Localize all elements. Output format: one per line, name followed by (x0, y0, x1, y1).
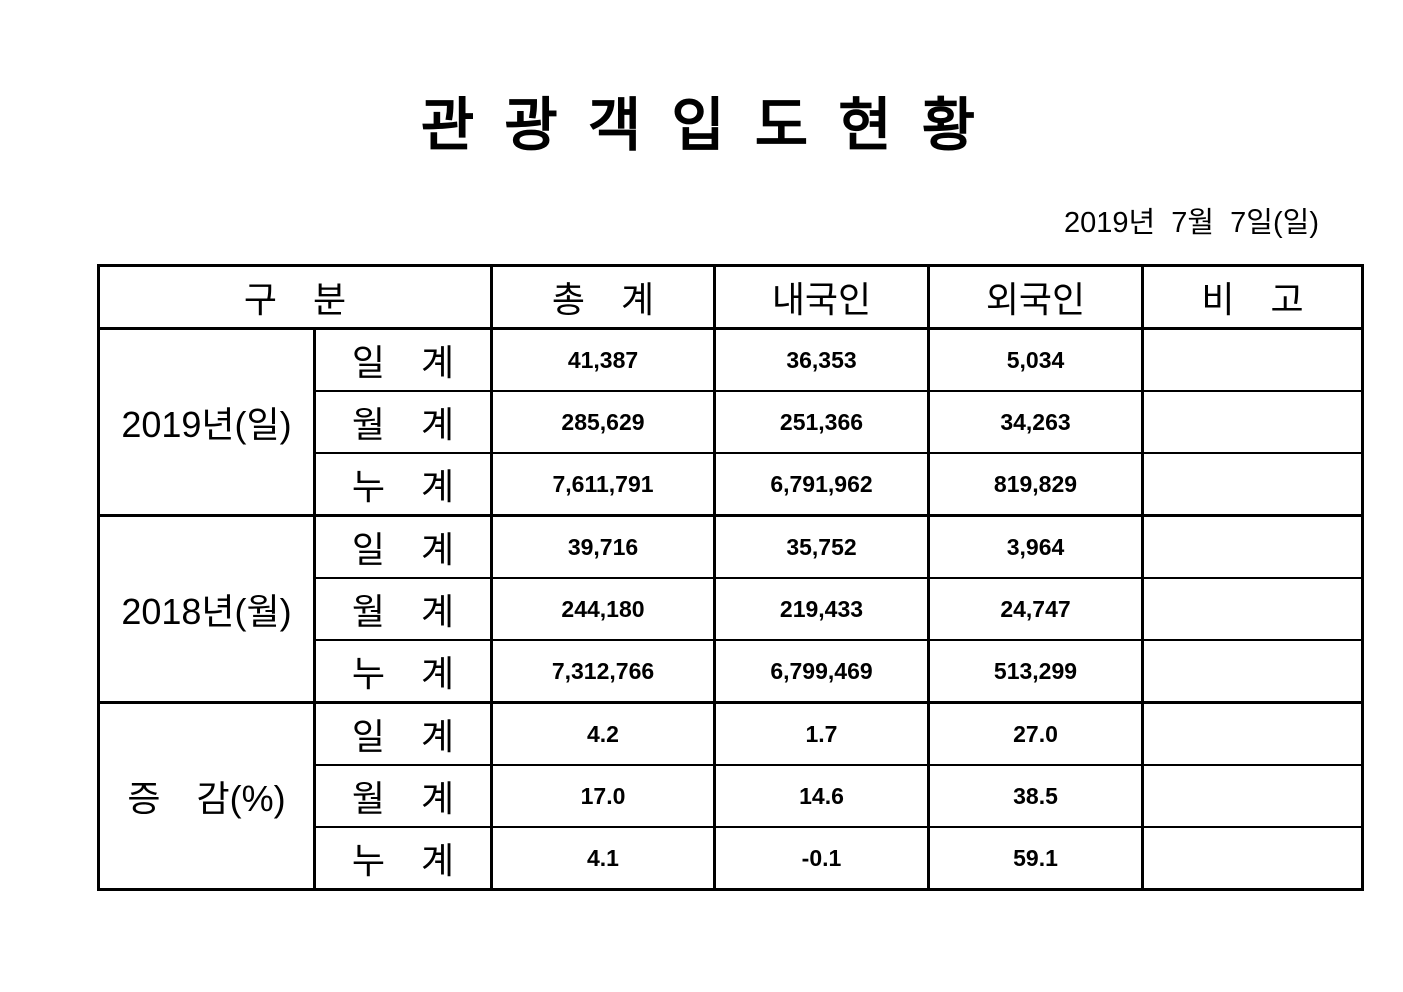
header-foreign: 외국인 (927, 264, 1144, 330)
cell-total: 7,312,766 (490, 639, 716, 704)
cell-remarks (1141, 390, 1364, 454)
cell-total: 41,387 (490, 327, 716, 392)
group-label-2019: 2019년(일) (97, 327, 316, 517)
page-title: 관 광 객 입 도 현 황 (420, 93, 983, 158)
cell-domestic: 219,433 (713, 577, 930, 641)
header-domestic: 내국인 (713, 264, 930, 330)
cell-foreign: 59.1 (927, 826, 1144, 891)
cell-remarks (1141, 639, 1364, 704)
cell-domestic: 1.7 (713, 701, 930, 766)
table-row: 월 계 285,629 251,366 34,263 (99, 390, 1364, 454)
cell-foreign: 27.0 (927, 701, 1144, 766)
cell-remarks (1141, 327, 1364, 392)
header-category: 구 분 (97, 264, 493, 330)
cell-foreign: 24,747 (927, 577, 1144, 641)
cell-domestic: 35,752 (713, 514, 930, 579)
cell-total: 7,611,791 (490, 452, 716, 517)
group-label-2018: 2018년(월) (97, 514, 316, 704)
cell-total: 4.1 (490, 826, 716, 891)
table-row: 월 계 17.0 14.6 38.5 (99, 764, 1364, 828)
cell-foreign: 513,299 (927, 639, 1144, 704)
table-row: 누 계 7,312,766 6,799,469 513,299 (99, 639, 1364, 704)
table-row: 2019년(일) 일 계 41,387 36,353 5,034 (97, 327, 1364, 517)
cell-foreign: 38.5 (927, 764, 1144, 828)
cell-remarks (1141, 452, 1364, 517)
header-remarks: 비 고 (1141, 264, 1364, 330)
cell-foreign: 5,034 (927, 327, 1144, 392)
cell-domestic: -0.1 (713, 826, 930, 891)
report-date: 2019년 7월 7일(일) (1063, 207, 1319, 239)
row-label: 월 계 (313, 577, 493, 641)
cell-domestic: 14.6 (713, 764, 930, 828)
cell-remarks (1141, 701, 1364, 766)
table-row: 누 계 7,611,791 6,791,962 819,829 (99, 452, 1364, 517)
cell-domestic: 6,791,962 (713, 452, 930, 517)
cell-domestic: 251,366 (713, 390, 930, 454)
cell-total: 285,629 (490, 390, 716, 454)
cell-remarks (1141, 826, 1364, 891)
cell-remarks (1141, 764, 1364, 828)
table-row: 증 감(%) 일 계 4.2 1.7 27.0 (97, 701, 1364, 891)
cell-foreign: 819,829 (927, 452, 1144, 517)
row-label: 누 계 (313, 452, 493, 517)
cell-domestic: 6,799,469 (713, 639, 930, 704)
table-row: 2018년(월) 일 계 39,716 35,752 3,964 (97, 514, 1364, 704)
cell-total: 39,716 (490, 514, 716, 579)
row-label: 누 계 (313, 826, 493, 891)
tourist-stats-table: 구 분 총 계 내국인 외국인 비 고 2019년(일) 일 계 41,387 … (97, 264, 1364, 891)
cell-total: 17.0 (490, 764, 716, 828)
row-label: 월 계 (313, 390, 493, 454)
cell-foreign: 3,964 (927, 514, 1144, 579)
header-row: 구 분 총 계 내국인 외국인 비 고 (97, 264, 1364, 330)
cell-remarks (1141, 577, 1364, 641)
row-label: 월 계 (313, 764, 493, 828)
row-label: 누 계 (313, 639, 493, 704)
cell-domestic: 36,353 (713, 327, 930, 392)
cell-total: 4.2 (490, 701, 716, 766)
cell-total: 244,180 (490, 577, 716, 641)
table-row: 월 계 244,180 219,433 24,747 (99, 577, 1364, 641)
row-label: 일 계 (313, 514, 493, 579)
cell-foreign: 34,263 (927, 390, 1144, 454)
group-label-change-pct: 증 감(%) (97, 701, 316, 891)
header-total: 총 계 (490, 264, 716, 330)
row-label: 일 계 (313, 701, 493, 766)
row-label: 일 계 (313, 327, 493, 392)
cell-remarks (1141, 514, 1364, 579)
table-row: 누 계 4.1 -0.1 59.1 (99, 826, 1364, 891)
